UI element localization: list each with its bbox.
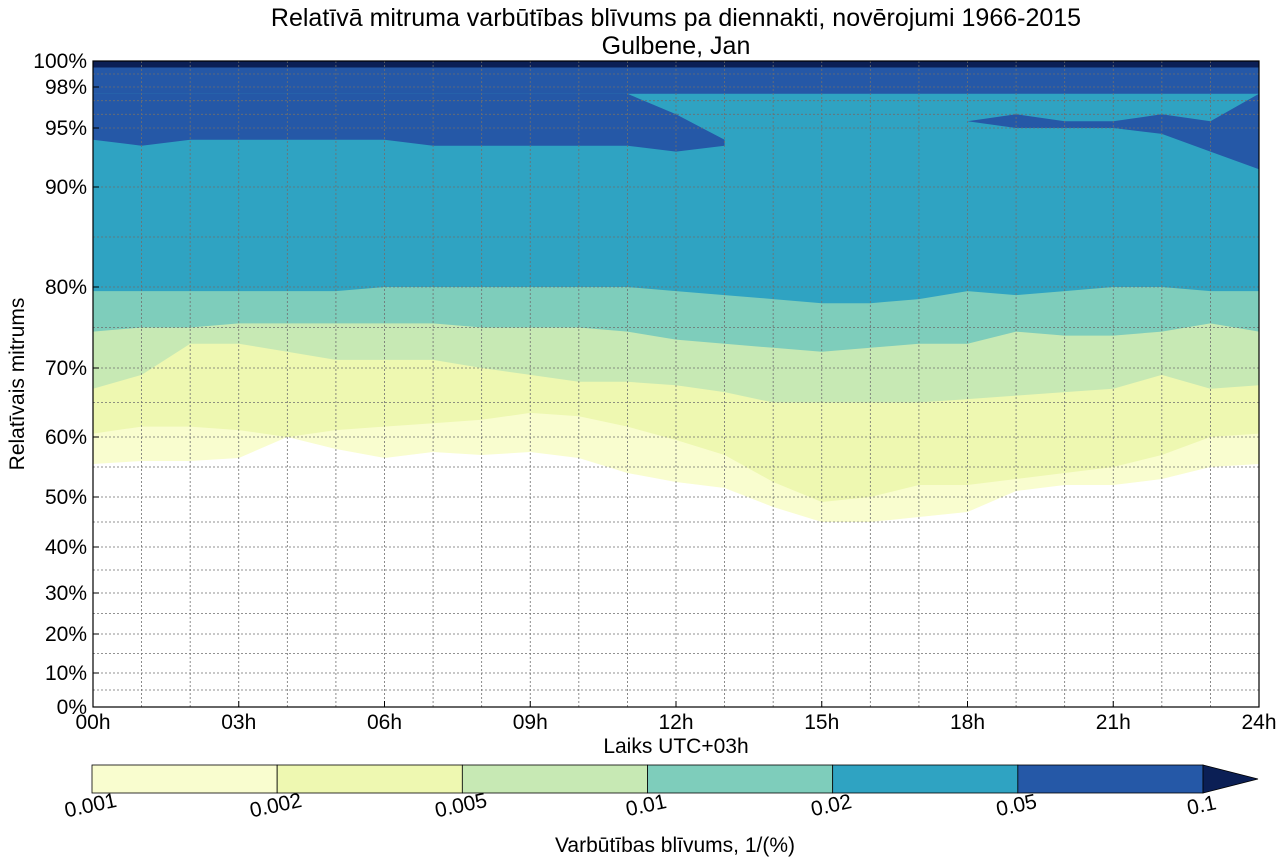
high-density-band-1 [93,93,725,152]
colorbar-segment [461,764,648,794]
colorbar-tick-label: 0.005 [433,789,489,822]
x-axis-label: Laiks UTC+03h [603,735,748,758]
y-tick-label: 10% [45,662,87,685]
colorbar-tick-label: 0.01 [624,790,669,821]
colorbar-segment [276,764,463,794]
y-tick-label: 50% [45,486,87,509]
colorbar-segment [1017,764,1204,794]
x-tick-label: 09h [513,711,548,734]
y-tick-label: 100% [33,50,87,73]
y-axis-label: Relatīvais mitrums [6,298,29,471]
plot-area [92,60,1260,708]
colorbar-tick-label: 0.001 [63,789,119,822]
x-tick-label: 18h [950,711,985,734]
colorbar-tick-label: 0.02 [809,790,854,821]
colorbar-label: Varbūtības blīvums, 1/(%) [555,834,795,857]
x-tick-label: 00h [75,711,110,734]
colorbar-segment [91,764,278,794]
y-tick-label: 70% [45,357,87,380]
chart-subtitle: Gulbene, Jan [602,32,751,60]
y-tick-label: 90% [45,176,87,199]
chart-title: Relatīvā mitruma varbūtības blīvums pa d… [271,4,1081,32]
y-tick-label: 20% [45,623,87,646]
x-tick-label: 21h [1096,711,1131,734]
y-tick-label: 60% [45,426,87,449]
colorbar-segment [832,764,1019,794]
colorbar: 0.001 0.002 0.005 0.01 0.02 0.05 0.1 [63,764,1259,822]
x-tick-label: 06h [367,711,402,734]
y-tick-label: 80% [45,276,87,299]
colorbar-segment [647,764,834,794]
y-tick-label: 40% [45,536,87,559]
colorbar-extend-arrow [1202,764,1259,794]
y-tick-label: 0% [57,696,87,719]
y-tick-label: 30% [45,582,87,605]
x-axis-ticks: 00h 03h 06h 09h 12h 15h 18h 21h 24h [75,701,1277,734]
high-density-band-2 [967,93,1259,170]
x-tick-label: 03h [221,711,256,734]
x-tick-label: 15h [804,711,839,734]
x-tick-label: 12h [658,711,693,734]
y-axis-ticks: 0% 10% 20% 30% 40% 50% 60% 70% 80% 90% 95% 98% 100% [33,50,99,719]
colorbar-tick-label: 0.002 [248,789,304,822]
y-tick-label: 98% [45,76,87,99]
colorbar-tick-label: 0.1 [1185,791,1218,820]
x-tick-label: 24h [1241,711,1276,734]
y-tick-label: 95% [45,117,87,140]
colorbar-tick-label: 0.05 [994,790,1039,821]
